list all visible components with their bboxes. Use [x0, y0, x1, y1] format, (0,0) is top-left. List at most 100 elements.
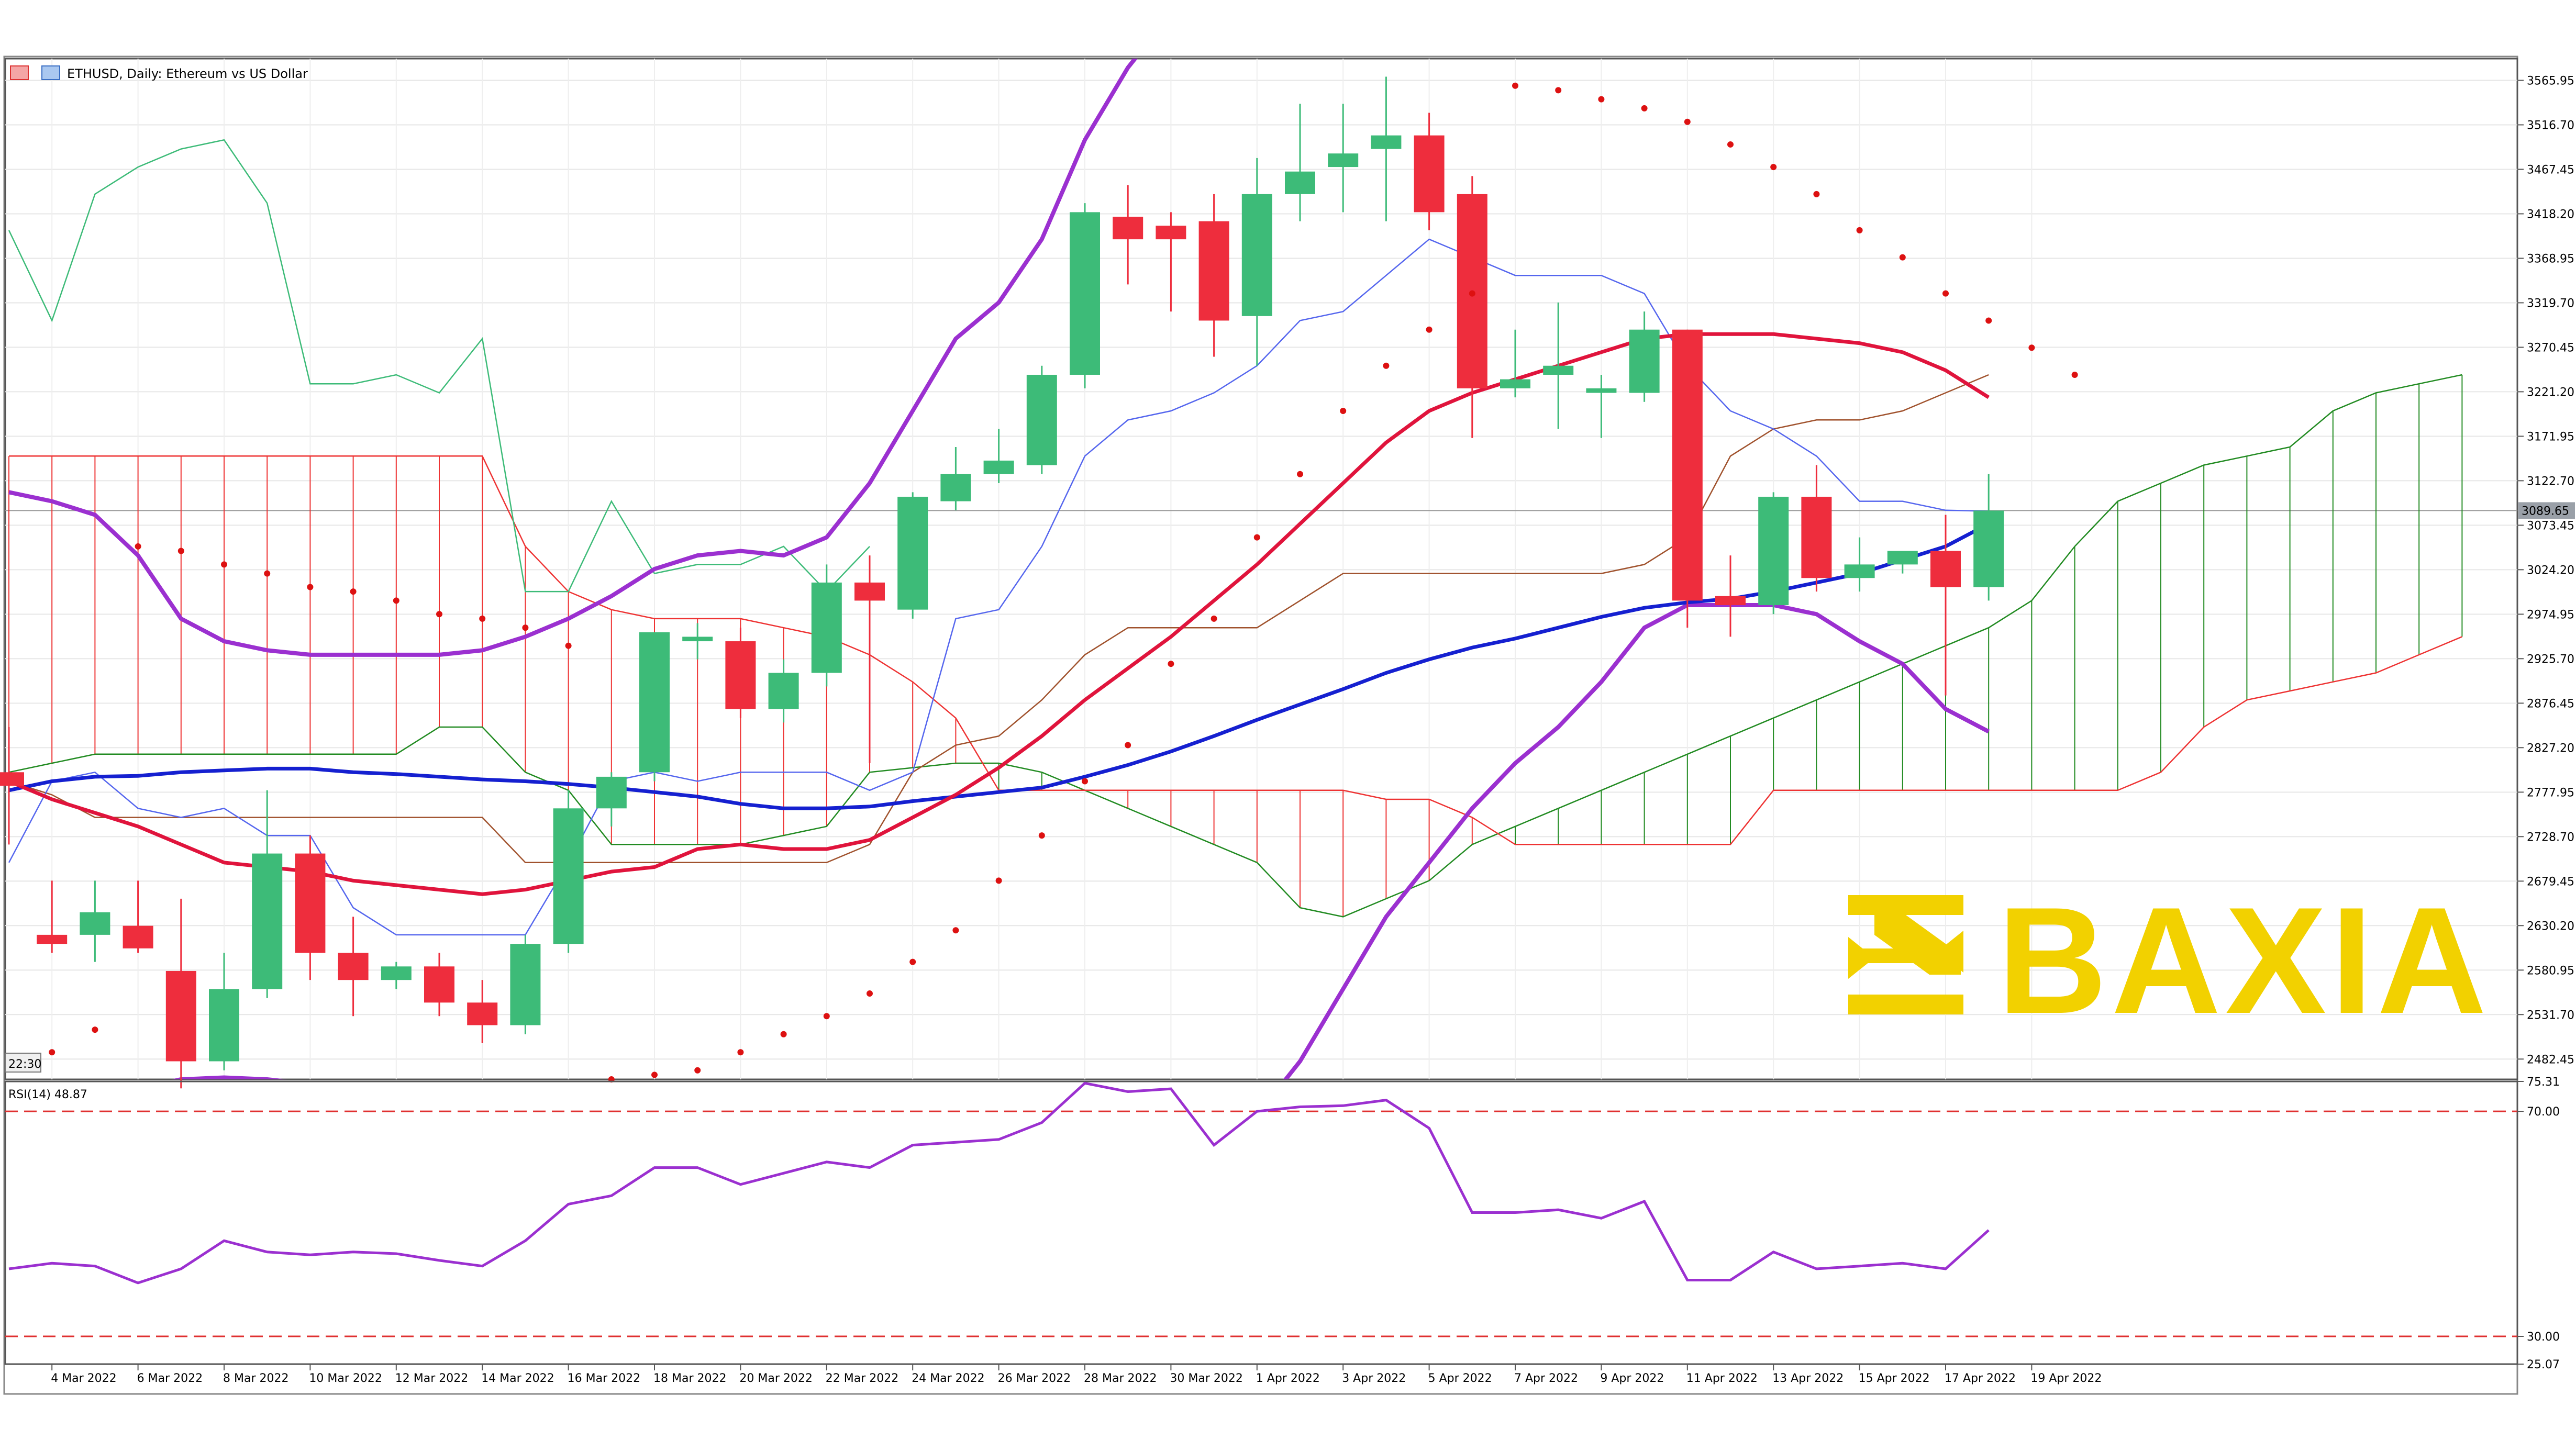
sar-dot: [1125, 742, 1131, 749]
candle-body: [1629, 329, 1660, 393]
rsi-axis: 75.31 70.00 30.00 25.07: [2517, 1076, 2560, 1371]
rsi-line: [8, 1081, 1990, 1285]
current-price-label: 3089.65: [2522, 505, 2569, 518]
candle-body: [1758, 496, 1789, 606]
sar-dot: [694, 1067, 701, 1074]
time-tick-label: 17 Apr 2022: [1945, 1372, 2016, 1385]
sar-dot: [1813, 191, 1820, 197]
sar-dot: [565, 642, 572, 649]
rsi-plot-border: [4, 1080, 2518, 1365]
sar-dot: [1555, 87, 1562, 94]
sar-dot: [952, 927, 959, 934]
time-tick-label: 1 Apr 2022: [1256, 1372, 1320, 1385]
candle-body: [252, 853, 283, 989]
time-tick-label: 14 Mar 2022: [481, 1372, 554, 1385]
candle-body: [80, 912, 110, 935]
chikou-span: [8, 139, 870, 593]
sar-dot: [393, 597, 399, 604]
candle-body: [424, 966, 454, 1003]
candle-body: [897, 496, 928, 610]
sar-dot: [92, 1026, 98, 1033]
sar-dot: [1383, 362, 1390, 369]
candle-body: [1113, 216, 1143, 240]
time-tick-label: 6 Mar 2022: [137, 1372, 203, 1385]
candle-body: [467, 1002, 498, 1025]
time-tick-label: 22 Mar 2022: [826, 1372, 898, 1385]
senkou-span-b: [9, 455, 2462, 845]
rsi-tick-label: 70.00: [2527, 1106, 2560, 1119]
bollinger-lower: [171, 603, 1990, 1079]
main-plot: BAXIA ETHUSD, Daily: Ethereum vs US Doll…: [0, 58, 2518, 1089]
sar-dot: [1253, 534, 1260, 541]
candle-body: [165, 970, 196, 1062]
sar-dot: [1985, 317, 1992, 324]
sar-dot: [221, 561, 227, 568]
sar-dot: [1168, 661, 1174, 667]
price-tick-label: 3319.70: [2527, 297, 2574, 310]
time-tick-label: 3 Apr 2022: [1342, 1372, 1406, 1385]
price-tick-label: 2925.70: [2527, 653, 2574, 666]
candle-body: [1026, 374, 1057, 465]
candle-body: [1371, 135, 1402, 149]
price-tick-label: 3368.95: [2527, 252, 2574, 265]
time-tick-label: 9 Apr 2022: [1600, 1372, 1664, 1385]
sar-dot: [135, 543, 141, 550]
candle-body: [1586, 388, 1617, 393]
time-tick-label: 8 Mar 2022: [223, 1372, 288, 1385]
chart-menu-icon[interactable]: [10, 65, 29, 80]
candle-body: [854, 582, 885, 601]
candle-body: [381, 966, 412, 980]
time-tick-label: 16 Mar 2022: [568, 1372, 640, 1385]
price-tick-label: 3270.45: [2527, 341, 2574, 354]
sar-dot: [1942, 290, 1949, 297]
price-tick-label: 2827.20: [2527, 742, 2574, 755]
price-tick-label: 3122.70: [2527, 475, 2574, 488]
price-tick-label: 3073.45: [2527, 519, 2574, 532]
time-tick-label: 12 Mar 2022: [395, 1372, 468, 1385]
candle-body: [1543, 365, 1574, 375]
rsi-lines: [8, 1081, 1990, 1285]
time-tick-label: 24 Mar 2022: [912, 1372, 984, 1385]
sar-dot: [1899, 254, 1906, 261]
candle-body: [682, 637, 713, 642]
sar-dot: [436, 611, 442, 618]
sar-dot: [1082, 778, 1088, 785]
price-tick-label: 2876.45: [2527, 697, 2574, 710]
main-plot-border: [4, 58, 2518, 1080]
sar-dot: [651, 1071, 658, 1078]
candle-body: [1285, 171, 1315, 194]
sar-dot: [909, 958, 916, 965]
price-tick-label: 3171.95: [2527, 430, 2574, 443]
baxia-logo-icon: [1848, 895, 1963, 1014]
time-tick-label: 15 Apr 2022: [1859, 1372, 1930, 1385]
candle-body: [1414, 135, 1445, 213]
candle-body: [37, 934, 68, 944]
sar-dot: [479, 615, 486, 622]
sar-dot: [1770, 164, 1777, 171]
time-tick-label: 18 Mar 2022: [653, 1372, 726, 1385]
rsi-label: RSI(14) 48.87: [8, 1088, 87, 1101]
candle-body: [983, 460, 1014, 474]
sar-dot: [522, 624, 529, 631]
senkou-span-a: [8, 374, 2462, 918]
time-label: 22:30: [8, 1058, 41, 1071]
candle-body: [209, 989, 239, 1062]
baxia-watermark: BAXIA: [1848, 876, 2491, 1045]
sar-dot: [1038, 832, 1045, 839]
sar-dot: [1426, 326, 1433, 333]
price-axis: 3565.95 3516.70 3467.45 3418.20 3368.95 3319.…: [2517, 75, 2575, 1066]
sar-dot: [49, 1049, 55, 1056]
time-tick-label: 10 Mar 2022: [309, 1372, 382, 1385]
chart-symbol-icon[interactable]: [41, 65, 60, 80]
candle-body: [1844, 564, 1875, 578]
candle-body: [123, 925, 153, 948]
candle-body: [1198, 221, 1229, 321]
candle-body: [295, 853, 326, 953]
price-tick-label: 2580.95: [2527, 964, 2574, 977]
time-label-box: [5, 1053, 41, 1073]
sar-dot: [264, 570, 271, 577]
time-tick-label: 28 Mar 2022: [1084, 1372, 1157, 1385]
sar-dot: [780, 1031, 787, 1037]
baxia-wordmark: BAXIA: [1997, 876, 2491, 1045]
price-tick-label: 3221.20: [2527, 386, 2574, 399]
